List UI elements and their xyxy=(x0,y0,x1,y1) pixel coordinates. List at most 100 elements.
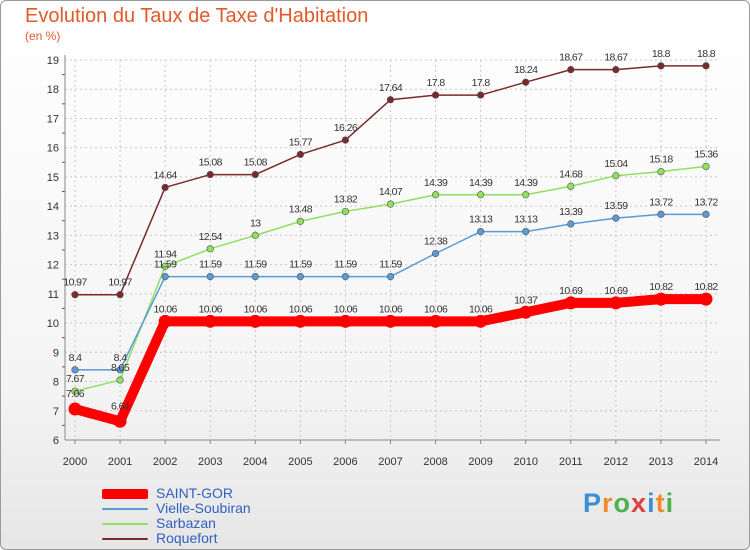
data-point xyxy=(341,273,350,281)
data-label: 8.4 xyxy=(69,352,83,364)
data-point xyxy=(293,314,307,328)
legend-swatch xyxy=(102,522,148,525)
logo-letter: i xyxy=(647,488,656,518)
logo-letter: r xyxy=(602,488,614,518)
proxiti-logo: Proxiti xyxy=(583,488,674,519)
data-label: 13.39 xyxy=(559,206,583,218)
data-point xyxy=(251,273,259,281)
data-point xyxy=(296,273,304,281)
y-tick-label: 13 xyxy=(47,230,59,242)
data-label: 14.07 xyxy=(379,186,403,198)
data-point xyxy=(251,231,259,239)
y-tick-label: 8 xyxy=(53,377,59,389)
y-tick-label: 9 xyxy=(53,347,59,359)
data-label: 13.59 xyxy=(604,200,628,212)
data-label: 15.08 xyxy=(199,157,223,169)
data-point xyxy=(567,66,575,74)
y-tick-label: 11 xyxy=(48,289,59,301)
data-label: 17.8 xyxy=(427,77,446,89)
data-point xyxy=(477,191,485,199)
data-point xyxy=(564,296,578,310)
data-label: 18.67 xyxy=(559,52,583,64)
data-label: 10.06 xyxy=(244,303,268,315)
legend-swatch xyxy=(102,488,148,499)
data-point xyxy=(654,292,668,306)
data-point xyxy=(612,214,620,222)
data-label: 7.67 xyxy=(66,373,85,385)
data-label: 10.37 xyxy=(514,294,538,306)
data-label: 11.59 xyxy=(334,259,357,271)
data-label: 17.64 xyxy=(379,82,403,94)
data-point xyxy=(206,170,214,179)
x-tick-label: 2014 xyxy=(694,456,718,468)
data-label: 10.69 xyxy=(604,285,628,297)
x-tick-label: 2012 xyxy=(604,456,628,468)
data-point xyxy=(699,292,713,306)
logo-letter: P xyxy=(583,488,603,518)
y-tick-label: 16 xyxy=(47,143,59,155)
data-label: 12.54 xyxy=(199,231,223,243)
data-label: 18.67 xyxy=(604,52,628,64)
x-tick-label: 2004 xyxy=(243,456,267,468)
data-label: 15.08 xyxy=(244,157,268,169)
data-label: 13.72 xyxy=(649,196,673,208)
data-point xyxy=(657,168,665,176)
data-label: 10.82 xyxy=(694,281,718,293)
legend-swatch xyxy=(102,537,148,540)
data-label: 10.06 xyxy=(469,303,493,315)
data-label: 11.59 xyxy=(154,259,177,271)
data-point xyxy=(702,62,710,70)
data-label: 13.82 xyxy=(334,193,358,205)
x-tick-label: 2001 xyxy=(108,456,132,468)
data-label: 18.8 xyxy=(697,48,716,60)
data-label: 13.13 xyxy=(469,214,493,226)
x-tick-label: 2011 xyxy=(559,456,583,468)
data-point xyxy=(248,314,262,328)
legend-label: Vielle-Soubiran xyxy=(156,500,251,516)
y-tick-label: 19 xyxy=(47,55,59,67)
data-label: 11.59 xyxy=(379,259,402,271)
legend-item: Roquefort xyxy=(102,531,251,546)
data-point xyxy=(203,314,217,328)
logo-letter: x xyxy=(631,488,648,518)
logo-letter: i xyxy=(665,488,675,518)
x-tick-label: 2005 xyxy=(288,456,312,468)
x-tick-label: 2009 xyxy=(468,456,492,468)
data-point xyxy=(341,136,350,144)
y-tick-label: 15 xyxy=(47,172,59,184)
data-label: 11.59 xyxy=(244,259,267,271)
data-label: 11.59 xyxy=(289,259,312,271)
data-point xyxy=(386,273,395,281)
data-point xyxy=(116,366,124,374)
data-label: 14.39 xyxy=(469,177,493,189)
data-label: 17.8 xyxy=(472,77,491,89)
data-point xyxy=(206,245,214,253)
data-label: 8.4 xyxy=(114,352,128,364)
data-point xyxy=(161,262,169,270)
data-point xyxy=(158,314,172,328)
data-label: 16.26 xyxy=(334,122,358,134)
data-point xyxy=(522,191,530,199)
data-label: 10.97 xyxy=(63,277,87,289)
data-label: 12.38 xyxy=(424,236,448,248)
data-point xyxy=(702,162,710,170)
data-point xyxy=(657,210,665,218)
legend-label: Roquefort xyxy=(156,530,218,546)
legend: SAINT-GOR Vielle-Soubiran Sarbazan Roquefor… xyxy=(102,486,251,546)
data-point xyxy=(522,227,530,236)
data-point xyxy=(384,314,397,328)
data-point xyxy=(116,376,124,384)
data-point xyxy=(386,96,395,104)
data-label: 10.06 xyxy=(199,303,223,315)
data-point xyxy=(519,305,533,319)
y-tick-label: 12 xyxy=(47,260,59,272)
legend-item: SAINT-GOR xyxy=(102,486,251,501)
y-tick-label: 6 xyxy=(53,435,59,447)
x-tick-label: 2006 xyxy=(333,456,357,468)
data-point xyxy=(657,62,665,70)
data-label: 15.77 xyxy=(289,136,313,148)
data-point xyxy=(251,170,259,179)
data-label: 14.39 xyxy=(424,177,448,189)
